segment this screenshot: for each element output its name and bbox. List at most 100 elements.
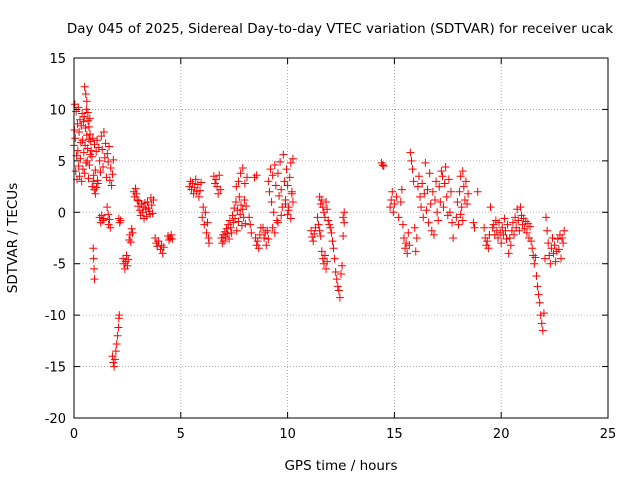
data-point (507, 226, 516, 235)
data-point (96, 218, 105, 227)
data-point (148, 209, 157, 218)
data-point (98, 216, 107, 225)
data-point (84, 122, 93, 131)
data-point (234, 177, 243, 186)
data-point (390, 200, 399, 209)
data-point (81, 123, 90, 132)
data-point (80, 112, 89, 121)
data-point (426, 200, 435, 209)
data-point (386, 203, 395, 212)
data-point (317, 247, 326, 256)
data-point (230, 204, 239, 213)
data-point (192, 187, 201, 196)
data-point (402, 239, 411, 248)
data-point (109, 155, 118, 164)
data-point (550, 241, 559, 250)
data-point (315, 226, 324, 235)
data-point (77, 121, 86, 130)
data-point (87, 146, 96, 155)
data-point (537, 319, 546, 328)
data-point (419, 213, 428, 222)
data-point (203, 218, 212, 227)
data-point (331, 267, 340, 276)
data-point (126, 238, 135, 247)
data-point (240, 195, 249, 204)
data-point (94, 143, 103, 152)
data-point (241, 219, 250, 228)
data-point (532, 272, 541, 281)
data-point (197, 178, 206, 187)
data-point (125, 236, 134, 245)
data-point (189, 189, 198, 198)
data-point (212, 175, 221, 184)
data-point (330, 254, 339, 263)
data-point (441, 163, 450, 172)
data-point (191, 175, 200, 184)
data-point (282, 165, 291, 174)
data-point (536, 311, 545, 320)
data-point (259, 223, 268, 232)
data-points (70, 82, 569, 371)
data-point (559, 239, 568, 248)
data-point (168, 235, 177, 244)
data-point (279, 150, 288, 159)
data-point (107, 181, 116, 190)
data-point (215, 171, 224, 180)
data-point (133, 195, 142, 204)
data-point (458, 216, 467, 225)
data-point (337, 270, 345, 278)
data-point (533, 282, 542, 291)
data-point (98, 145, 107, 154)
data-point (531, 253, 540, 262)
data-point (81, 158, 90, 167)
data-point (445, 208, 454, 217)
data-point (378, 160, 387, 169)
data-point (492, 226, 501, 235)
data-point (334, 286, 343, 295)
data-point (235, 192, 244, 201)
x-axis-label: GPS time / hours (284, 458, 397, 474)
data-point (412, 234, 421, 242)
data-point (546, 259, 555, 268)
data-point (318, 203, 327, 212)
data-point (99, 214, 108, 223)
data-point (521, 217, 530, 226)
data-point (202, 228, 211, 237)
data-point (231, 198, 240, 206)
data-point (489, 220, 498, 229)
data-point (540, 254, 549, 263)
data-point (131, 184, 140, 193)
data-point (448, 218, 457, 227)
data-point (287, 187, 296, 196)
data-point (497, 239, 506, 248)
data-point (253, 237, 262, 246)
data-point (285, 173, 294, 182)
data-point (80, 169, 89, 178)
data-point (114, 214, 123, 223)
data-point (82, 97, 91, 106)
data-point (267, 198, 276, 206)
data-point (266, 165, 275, 174)
data-point (452, 213, 461, 222)
data-point (500, 214, 509, 223)
data-point (480, 223, 489, 232)
data-point (455, 187, 464, 196)
data-point (186, 177, 195, 186)
data-point (147, 201, 156, 210)
data-point (508, 218, 517, 227)
data-point (422, 206, 431, 215)
data-point (157, 241, 166, 250)
data-point (149, 195, 158, 204)
data-point (91, 189, 100, 198)
data-point (80, 82, 89, 91)
data-point (225, 235, 234, 244)
data-point (159, 243, 168, 252)
data-point (198, 213, 207, 222)
data-point (264, 235, 273, 244)
data-point (86, 130, 95, 139)
data-point (560, 226, 569, 235)
data-point (72, 107, 81, 116)
data-point (405, 241, 414, 250)
data-point (111, 355, 120, 364)
y-tick-label: -15 (45, 361, 66, 376)
